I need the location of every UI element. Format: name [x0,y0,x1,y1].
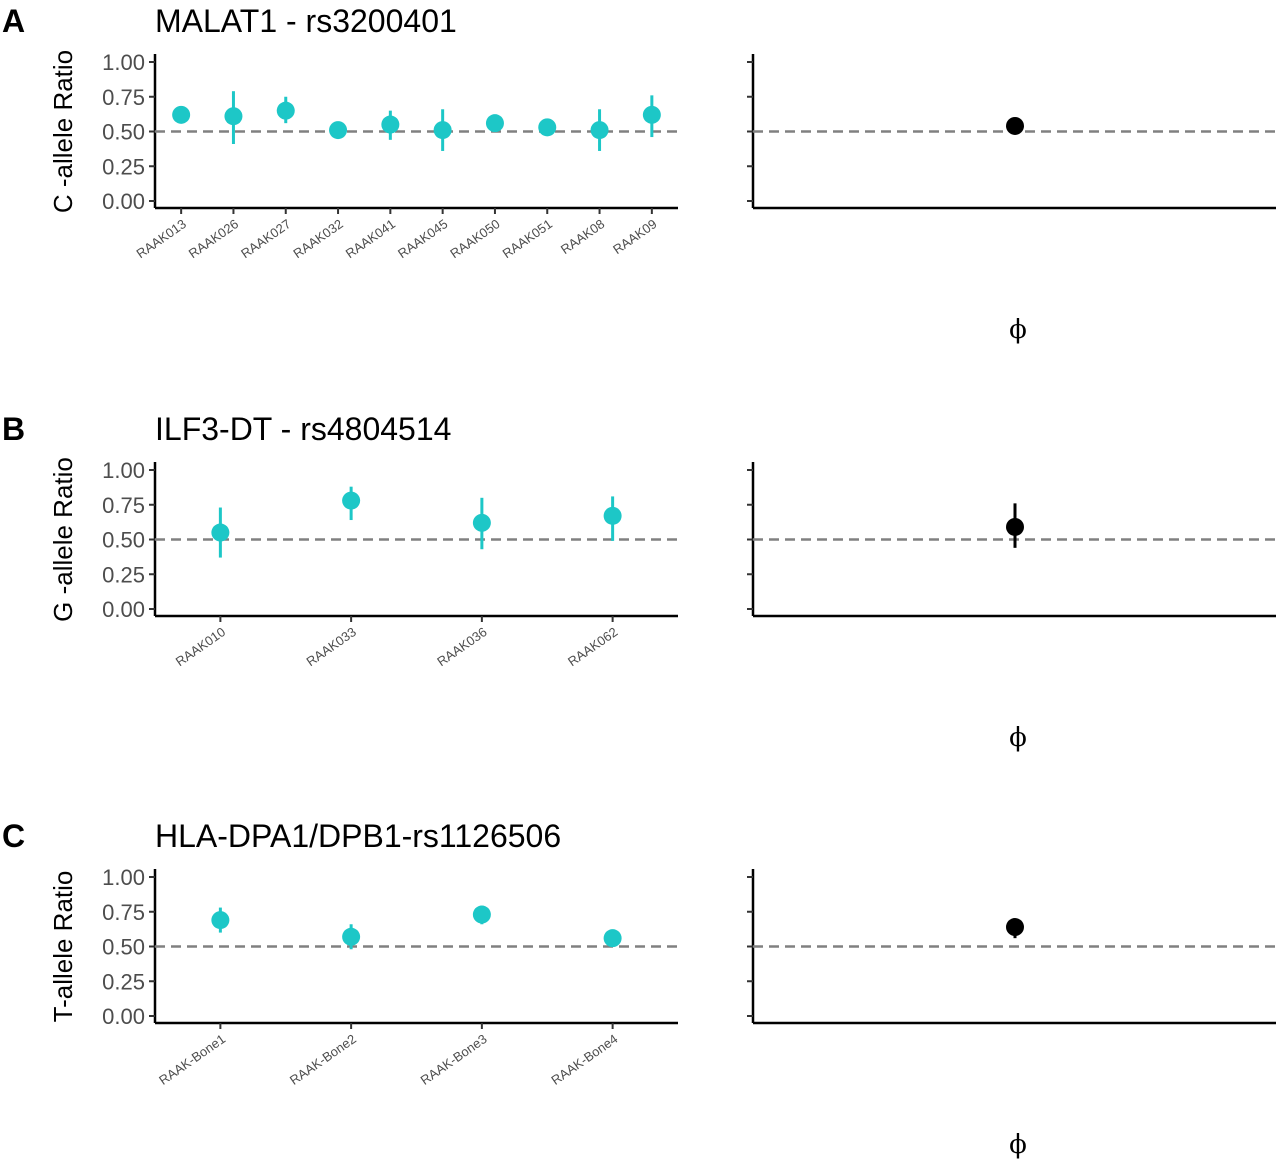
y-tick-label: 1.00 [102,458,145,483]
data-point [642,105,661,124]
panel-a: A MALAT1 - rs3200401 C -allele Ratio 0.00 0.… [2,3,1276,345]
pooled-point [1006,918,1024,937]
x-tick-label: RAAK09 [610,216,659,257]
x-tick-label: RAAK-Bone4 [548,1031,620,1088]
y-tick-label: 0.75 [102,493,145,518]
data-point [172,105,191,124]
data-point [472,905,491,924]
pooled-x-label: ϕ [1009,723,1027,753]
data-point [211,911,230,930]
y-tick-label: 0.75 [102,900,145,925]
y-axis-label: G -allele Ratio [48,457,78,622]
x-tick-label: RAAK041 [343,216,398,261]
data-point [211,523,230,542]
panel-title: HLA-DPA1/DPB1-rs1126506 [155,818,561,854]
y-tick-label: 0.25 [102,154,145,179]
data-point [603,506,622,525]
data-point [603,929,622,948]
data-point [342,491,361,510]
x-tick-label: RAAK010 [173,624,228,669]
y-tick-label: 0.25 [102,562,145,587]
y-tick-label: 0.50 [102,935,145,960]
pooled-x-label: ϕ [1009,315,1027,345]
data-point [342,927,361,946]
x-tick-label: RAAK032 [290,216,345,261]
x-tick-label: RAAK033 [303,624,358,669]
panel-title: ILF3-DT - rs4804514 [155,411,451,447]
data-point [381,115,400,134]
y-tick-label: 1.00 [102,50,145,75]
data-point [538,118,557,137]
panel-c: C HLA-DPA1/DPB1-rs1126506 T-allele Ratio 0.… [2,818,1276,1160]
y-tick-label: 1.00 [102,865,145,890]
x-tick-label: RAAK-Bone1 [156,1031,228,1088]
y-axis-label: C -allele Ratio [48,50,78,213]
panel-letter: B [2,411,25,447]
x-tick-label: RAAK036 [434,624,489,669]
data-point [433,121,452,140]
y-tick-label: 0.00 [102,189,145,214]
y-tick-label: 0.50 [102,528,145,553]
x-tick-label: RAAK045 [395,216,450,261]
x-tick-label: RAAK050 [447,216,502,261]
panel-letter: A [2,3,25,39]
x-tick-label: RAAK08 [558,216,607,257]
panel-letter: C [2,818,25,854]
x-tick-label: RAAK026 [186,216,241,261]
pooled-x-label: ϕ [1009,1130,1027,1160]
panel-b: B ILF3-DT - rs4804514 G -allele Ratio 0.00 0… [2,411,1276,753]
y-tick-label: 0.50 [102,120,145,145]
x-tick-label: RAAK-Bone3 [418,1031,490,1088]
data-point [590,121,609,140]
data-point [276,101,295,120]
y-tick-label: 0.00 [102,597,145,622]
y-axis-label: T-allele Ratio [48,871,78,1023]
x-tick-label: RAAK-Bone2 [287,1031,359,1088]
y-tick-label: 0.00 [102,1004,145,1029]
y-tick-label: 0.75 [102,85,145,110]
x-tick-label: RAAK051 [500,216,555,261]
data-point [485,114,504,133]
data-point [329,121,348,140]
pooled-point [1006,517,1024,536]
panel-title: MALAT1 - rs3200401 [155,3,457,39]
x-tick-label: RAAK062 [565,624,620,669]
pooled-point [1006,116,1024,135]
x-tick-label: RAAK013 [133,216,188,261]
data-point [224,107,243,126]
data-point [472,513,491,532]
y-tick-label: 0.25 [102,969,145,994]
x-tick-label: RAAK027 [238,216,293,261]
